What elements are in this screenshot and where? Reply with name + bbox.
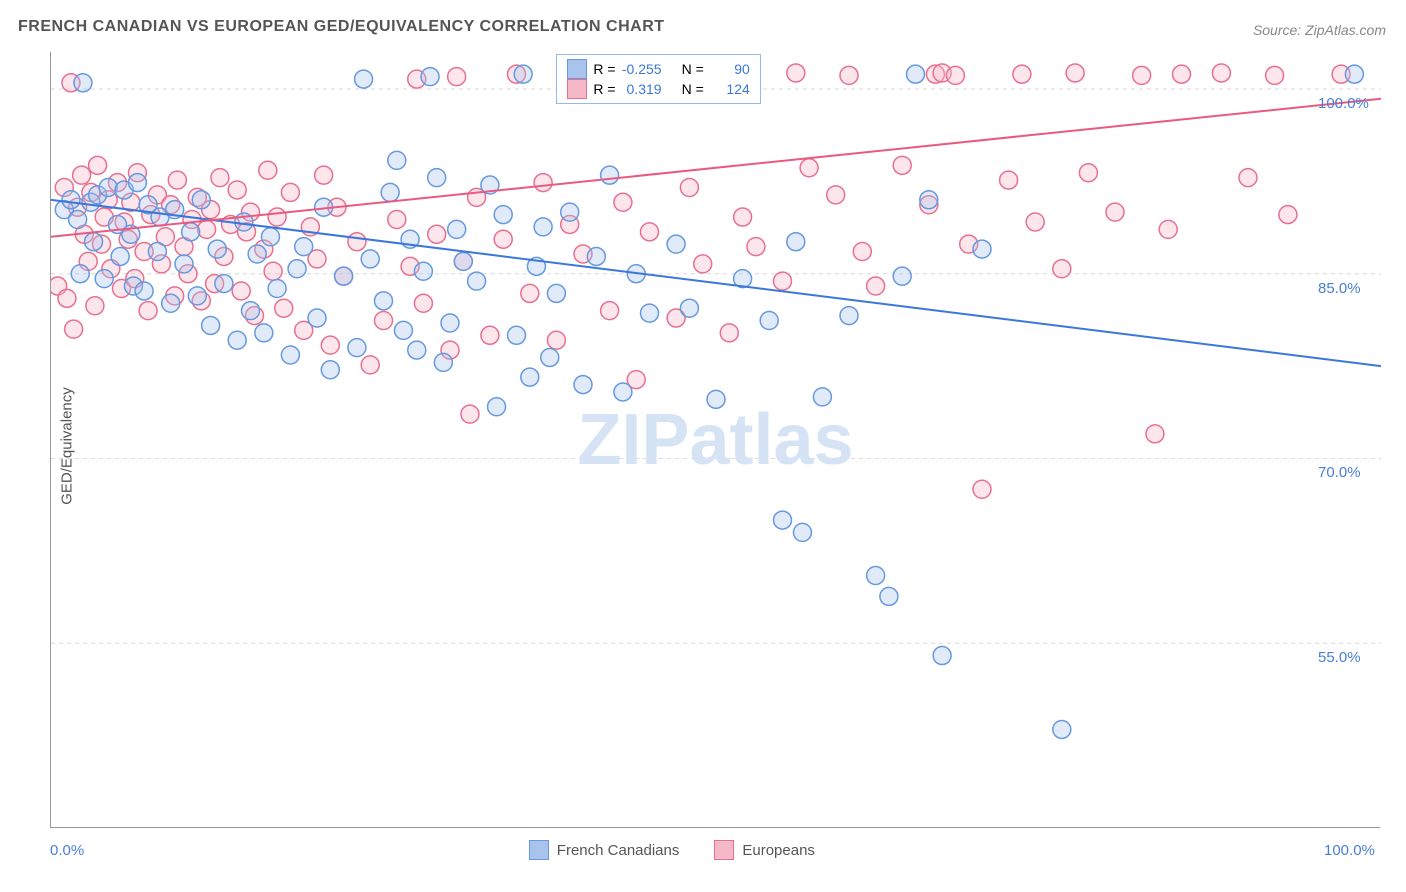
correlation-legend: R = -0.255 N = 90 R = 0.319 N = 124	[556, 54, 760, 104]
y-tick-label: 100.0%	[1318, 95, 1369, 112]
chart-title: FRENCH CANADIAN VS EUROPEAN GED/EQUIVALE…	[18, 18, 665, 36]
n-value-eu: 124	[710, 81, 750, 97]
legend-label-fc: French Canadians	[557, 842, 680, 859]
legend-item-fc: French Canadians	[529, 840, 680, 860]
r-value-fc: -0.255	[622, 61, 662, 77]
legend-label-eu: Europeans	[742, 842, 815, 859]
x-axis-min-label: 0.0%	[50, 842, 84, 859]
n-label: N =	[682, 61, 704, 77]
r-value-eu: 0.319	[622, 81, 662, 97]
legend-row-eu: R = 0.319 N = 124	[567, 79, 749, 99]
n-label: N =	[682, 81, 704, 97]
swatch-french-canadians	[529, 840, 549, 860]
legend-row-fc: R = -0.255 N = 90	[567, 59, 749, 79]
swatch-french-canadians	[567, 59, 587, 79]
n-value-fc: 90	[710, 61, 750, 77]
legend-item-eu: Europeans	[714, 840, 815, 860]
scatter-svg	[51, 52, 1381, 828]
x-axis-max-label: 100.0%	[1324, 842, 1375, 859]
r-label: R =	[593, 81, 615, 97]
r-label: R =	[593, 61, 615, 77]
source-attribution: Source: ZipAtlas.com	[1253, 22, 1386, 38]
swatch-europeans	[714, 840, 734, 860]
chart-container: FRENCH CANADIAN VS EUROPEAN GED/EQUIVALE…	[0, 0, 1406, 892]
y-tick-label: 70.0%	[1318, 464, 1361, 481]
series-legend: French Canadians Europeans	[529, 840, 815, 860]
y-tick-label: 85.0%	[1318, 280, 1361, 297]
y-tick-label: 55.0%	[1318, 649, 1361, 666]
swatch-europeans	[567, 79, 587, 99]
plot-area: ZIPatlas R = -0.255 N = 90 R = 0.319 N =…	[50, 52, 1380, 828]
